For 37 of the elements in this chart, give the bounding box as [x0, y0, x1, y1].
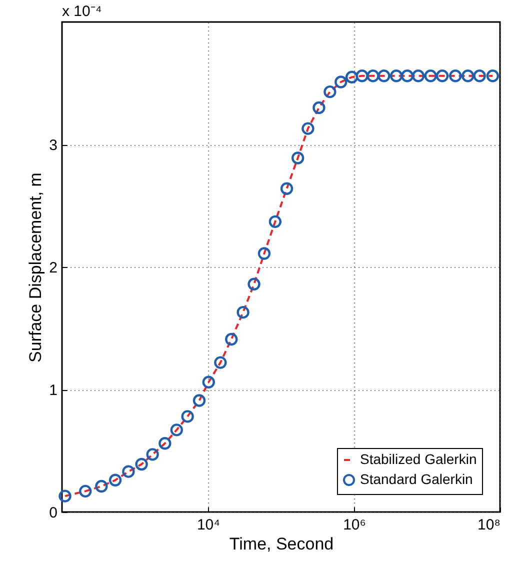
point: [291, 152, 304, 164]
point: [158, 437, 172, 450]
y-axis-title: Surface Displacement, m: [26, 172, 46, 362]
point: [312, 101, 326, 114]
x-tick-label: 10⁴: [196, 516, 220, 534]
x-axis-title: Time, Second: [229, 534, 334, 554]
x-tick-label: 10⁶: [343, 516, 366, 534]
y-tick-label: 1: [49, 382, 58, 399]
point: [412, 70, 425, 82]
point: [324, 85, 336, 98]
legend-label: Standard Galerkin: [360, 471, 473, 487]
point: [302, 122, 314, 135]
point: [280, 182, 294, 195]
point: [258, 247, 271, 260]
y-tick-label: 0: [49, 504, 58, 522]
point: [424, 70, 437, 82]
point: [146, 448, 159, 461]
text: x 10⁻⁴: [62, 3, 102, 20]
x-tick-label: 10⁸: [477, 516, 500, 534]
point: [202, 376, 215, 388]
point: [345, 70, 358, 84]
point: [214, 356, 227, 369]
point: [268, 215, 282, 228]
point: [135, 458, 148, 471]
point: [334, 76, 348, 88]
point: [248, 278, 260, 290]
point: [436, 70, 449, 82]
y-tick-label: 3: [49, 137, 58, 154]
point: [390, 70, 403, 82]
point: [400, 70, 414, 82]
point: [181, 410, 194, 423]
point: [236, 306, 250, 319]
y-tick-label: 2: [49, 260, 58, 276]
point: [225, 332, 238, 346]
legend-label: Stabilized Galerkin: [360, 451, 477, 467]
point: [192, 394, 206, 407]
point: [170, 424, 183, 436]
